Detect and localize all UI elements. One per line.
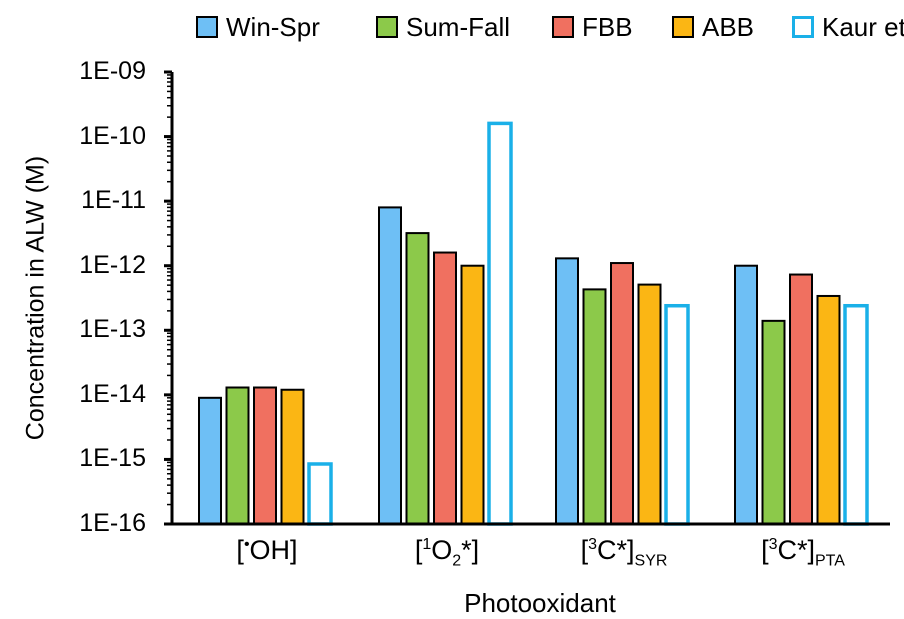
legend-swatch [552,16,574,38]
chart-legend: Win-Spr Sum-Fall FBB ABB Kaur et al. [0,10,904,50]
x-category-label: [•OH] [236,535,298,565]
bar-sum-fall-2 [582,288,607,525]
bar-fbb-3 [789,273,813,526]
y-tick-label: 1E-16 [79,509,146,537]
bar-kaur-et-al--3 [843,303,869,526]
bar-fbb-0 [253,386,277,525]
bar-abb-0 [280,388,305,525]
y-axis-label: Concentration in ALW (M) [21,155,50,441]
y-tick-label: 1E-13 [79,315,146,344]
legend-item: Sum-Fall [376,10,510,44]
legend-item: ABB [672,10,754,44]
legend-label: FBB [582,11,633,42]
legend-label: ABB [702,11,755,42]
y-tick-label: 1E-10 [79,121,146,150]
legend-swatch [792,16,814,38]
x-category-label: [3C*]PTA [761,535,845,570]
bar-fbb-1 [433,251,457,525]
x-category-label: [3C*]SYR [580,535,668,570]
x-axis-label: Photooxidant [464,588,616,618]
legend-swatch [196,16,218,38]
bar-sum-fall-0 [225,386,250,525]
bar-kaur-et-al--1 [487,121,513,526]
legend-item: FBB [552,10,633,44]
bar-sum-fall-3 [761,319,786,525]
bar-kaur-et-al--2 [664,303,690,526]
legend-swatch [376,16,398,38]
bar-win-spr-0 [198,396,222,525]
x-category-label: [1O2*] [414,535,480,570]
y-tick-label: 1E-11 [81,186,146,215]
bar-abb-3 [816,294,841,525]
bar-win-spr-2 [555,257,579,525]
legend-item: Kaur et al. [792,10,904,44]
bar-win-spr-3 [734,264,758,525]
y-tick-label: 1E-12 [79,250,146,279]
legend-label: Win-Spr [226,11,320,42]
y-tick-label: 1E-14 [79,379,146,408]
bar-abb-2 [637,283,662,525]
bar-kaur-et-al--0 [307,462,333,526]
legend-label: Kaur et al. [822,11,904,42]
bar-win-spr-1 [378,206,402,525]
y-tick-label: 1E-09 [79,57,146,85]
legend-label: Sum-Fall [406,11,511,42]
bar-sum-fall-1 [405,232,430,525]
y-tick-label: 1E-15 [79,444,146,473]
bar-abb-1 [460,264,485,525]
bar-fbb-2 [610,262,634,525]
legend-swatch [672,16,694,38]
legend-item: Win-Spr [196,10,320,44]
